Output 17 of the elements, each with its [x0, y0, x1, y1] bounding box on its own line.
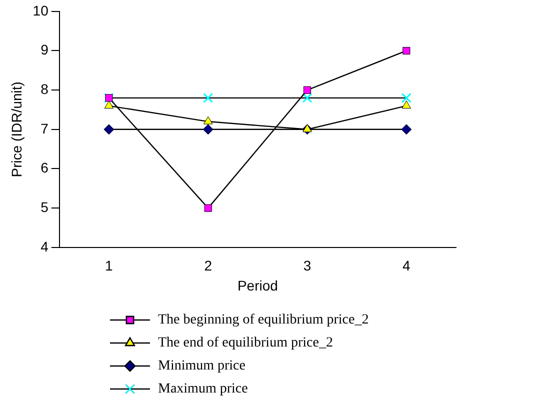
y-axis-title: Price (IDR/unit)	[8, 82, 24, 178]
legend-label: Minimum price	[158, 358, 246, 374]
y-tick-label: 8	[40, 80, 49, 97]
x-tick-label: 3	[303, 258, 312, 274]
legend-label: The end of equilibrium price_2	[158, 336, 333, 351]
legend-label: The beginning of equilibrium price_2	[158, 312, 369, 328]
x-tick-label: 4	[402, 258, 411, 274]
x-tick-label: 1	[105, 258, 114, 274]
y-tick-label: 7	[40, 120, 49, 136]
y-tick-label: 10	[32, 2, 49, 18]
x-axis-title: Period	[237, 277, 278, 294]
y-tick-label: 4	[40, 238, 49, 254]
y-tick-label: 9	[40, 42, 49, 58]
y-tick-label: 5	[40, 198, 49, 215]
legend-label: Maximum price	[158, 382, 248, 397]
x-tick-label: 2	[204, 258, 212, 274]
y-tick-label: 6	[40, 160, 49, 176]
